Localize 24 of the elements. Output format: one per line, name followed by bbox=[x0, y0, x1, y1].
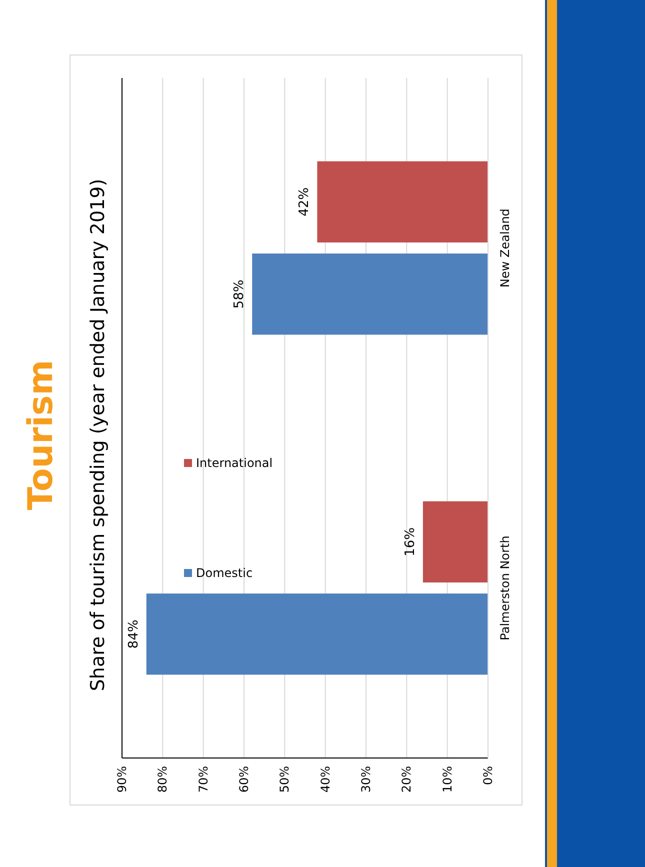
x-tick-label: 0% bbox=[481, 766, 495, 786]
data-label: 58% bbox=[232, 280, 248, 309]
text: Share of tourism spending (year ended January 2019) bbox=[87, 178, 109, 692]
legend-label: Domestic bbox=[196, 566, 253, 580]
x-tick-label: 50% bbox=[278, 766, 292, 793]
x-tick-label: 20% bbox=[400, 766, 414, 793]
data-label: 42% bbox=[297, 187, 312, 216]
y-tick-label: Palmerston North bbox=[498, 536, 512, 640]
text: Tourism bbox=[21, 360, 61, 510]
bar bbox=[252, 254, 488, 335]
data-label: 16% bbox=[402, 527, 418, 556]
x-tick-label: 80% bbox=[156, 766, 170, 793]
x-tick-label: 90% bbox=[115, 766, 129, 793]
bar bbox=[146, 594, 488, 675]
x-tick-label: 60% bbox=[237, 766, 251, 793]
legend-label: International bbox=[196, 456, 273, 470]
data-label: 84% bbox=[126, 620, 142, 649]
x-tick-label: 40% bbox=[318, 766, 332, 793]
bar bbox=[317, 161, 488, 242]
x-tick-label: 10% bbox=[440, 766, 454, 793]
bar bbox=[422, 501, 488, 582]
x-tick-label: 70% bbox=[196, 766, 210, 793]
y-tick-label: New Zealand bbox=[498, 208, 512, 288]
x-tick-label: 30% bbox=[359, 766, 373, 793]
